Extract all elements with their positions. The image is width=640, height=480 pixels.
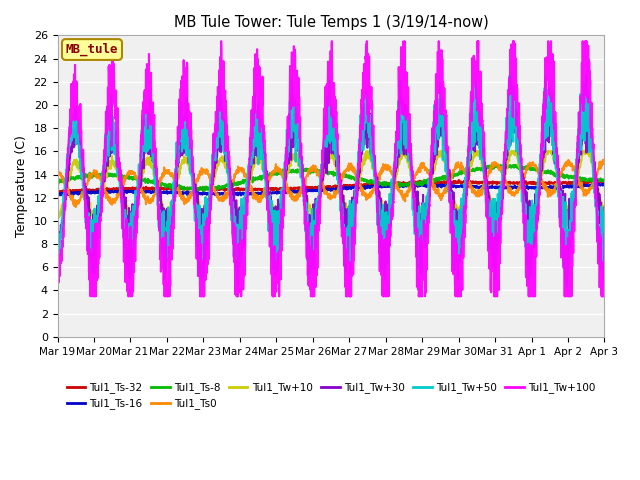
Y-axis label: Temperature (C): Temperature (C) bbox=[15, 135, 28, 237]
Text: MB_tule: MB_tule bbox=[66, 43, 118, 56]
Title: MB Tule Tower: Tule Temps 1 (3/19/14-now): MB Tule Tower: Tule Temps 1 (3/19/14-now… bbox=[173, 15, 488, 30]
Legend: Tul1_Ts-32, Tul1_Ts-16, Tul1_Ts-8, Tul1_Ts0, Tul1_Tw+10, Tul1_Tw+30, Tul1_Tw+50,: Tul1_Ts-32, Tul1_Ts-16, Tul1_Ts-8, Tul1_… bbox=[63, 378, 600, 414]
